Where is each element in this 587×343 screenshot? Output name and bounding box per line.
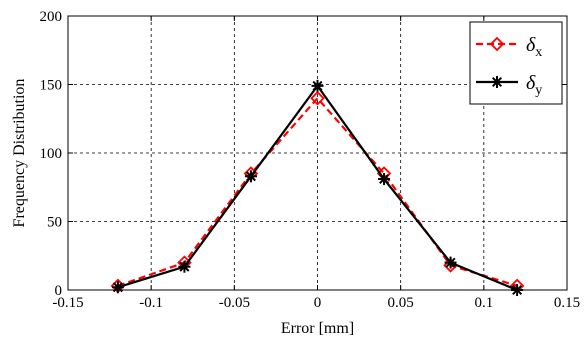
asterisk-stroke xyxy=(445,257,456,268)
legend: δx δy xyxy=(469,21,563,105)
legend-entry-y: δy xyxy=(476,72,542,98)
tick-labels: -0.15 -0.1 -0.05 0 0.05 0.1 0.15 0 50 100 150 200 xyxy=(40,9,581,311)
legend-marker xyxy=(489,36,505,52)
legend-entry-x: δx xyxy=(476,34,542,60)
asterisk-stroke xyxy=(491,76,503,88)
tick-marks xyxy=(67,15,568,291)
x-tick-label: 0.05 xyxy=(388,295,414,311)
x-tick-label: -0.15 xyxy=(52,295,83,311)
x-axis-label: Error [mm] xyxy=(281,320,354,337)
asterisk-stroke xyxy=(312,80,323,91)
legend-label-y: δy xyxy=(526,72,542,98)
y-tick-label: 0 xyxy=(55,283,63,299)
data-point xyxy=(310,90,325,106)
data-point xyxy=(311,79,324,92)
y-tick-label: 100 xyxy=(40,146,63,162)
asterisk-stroke xyxy=(179,261,190,272)
y-tick-label: 200 xyxy=(40,9,63,25)
data-point xyxy=(178,260,191,273)
y-tick-label: 150 xyxy=(40,78,63,94)
data-point xyxy=(111,281,124,294)
data-point xyxy=(378,173,391,186)
legend-marker xyxy=(491,76,503,88)
series-line-y xyxy=(117,83,518,292)
asterisk-stroke xyxy=(379,174,390,185)
y-tick-label: 50 xyxy=(47,215,62,231)
x-tick-label: 0.1 xyxy=(474,295,493,311)
legend-label-x: δx xyxy=(526,34,542,60)
x-tick-label: -0.1 xyxy=(139,295,163,311)
x-tick-label: 0 xyxy=(314,295,322,311)
x-tick-label: -0.05 xyxy=(219,295,250,311)
x-tick-label: 0.15 xyxy=(554,295,580,311)
y-axis-label: Frequency Distribution xyxy=(11,79,28,228)
asterisk-stroke xyxy=(245,171,256,182)
legend-box xyxy=(469,21,563,105)
data-point xyxy=(444,256,457,269)
data-point xyxy=(244,170,257,183)
